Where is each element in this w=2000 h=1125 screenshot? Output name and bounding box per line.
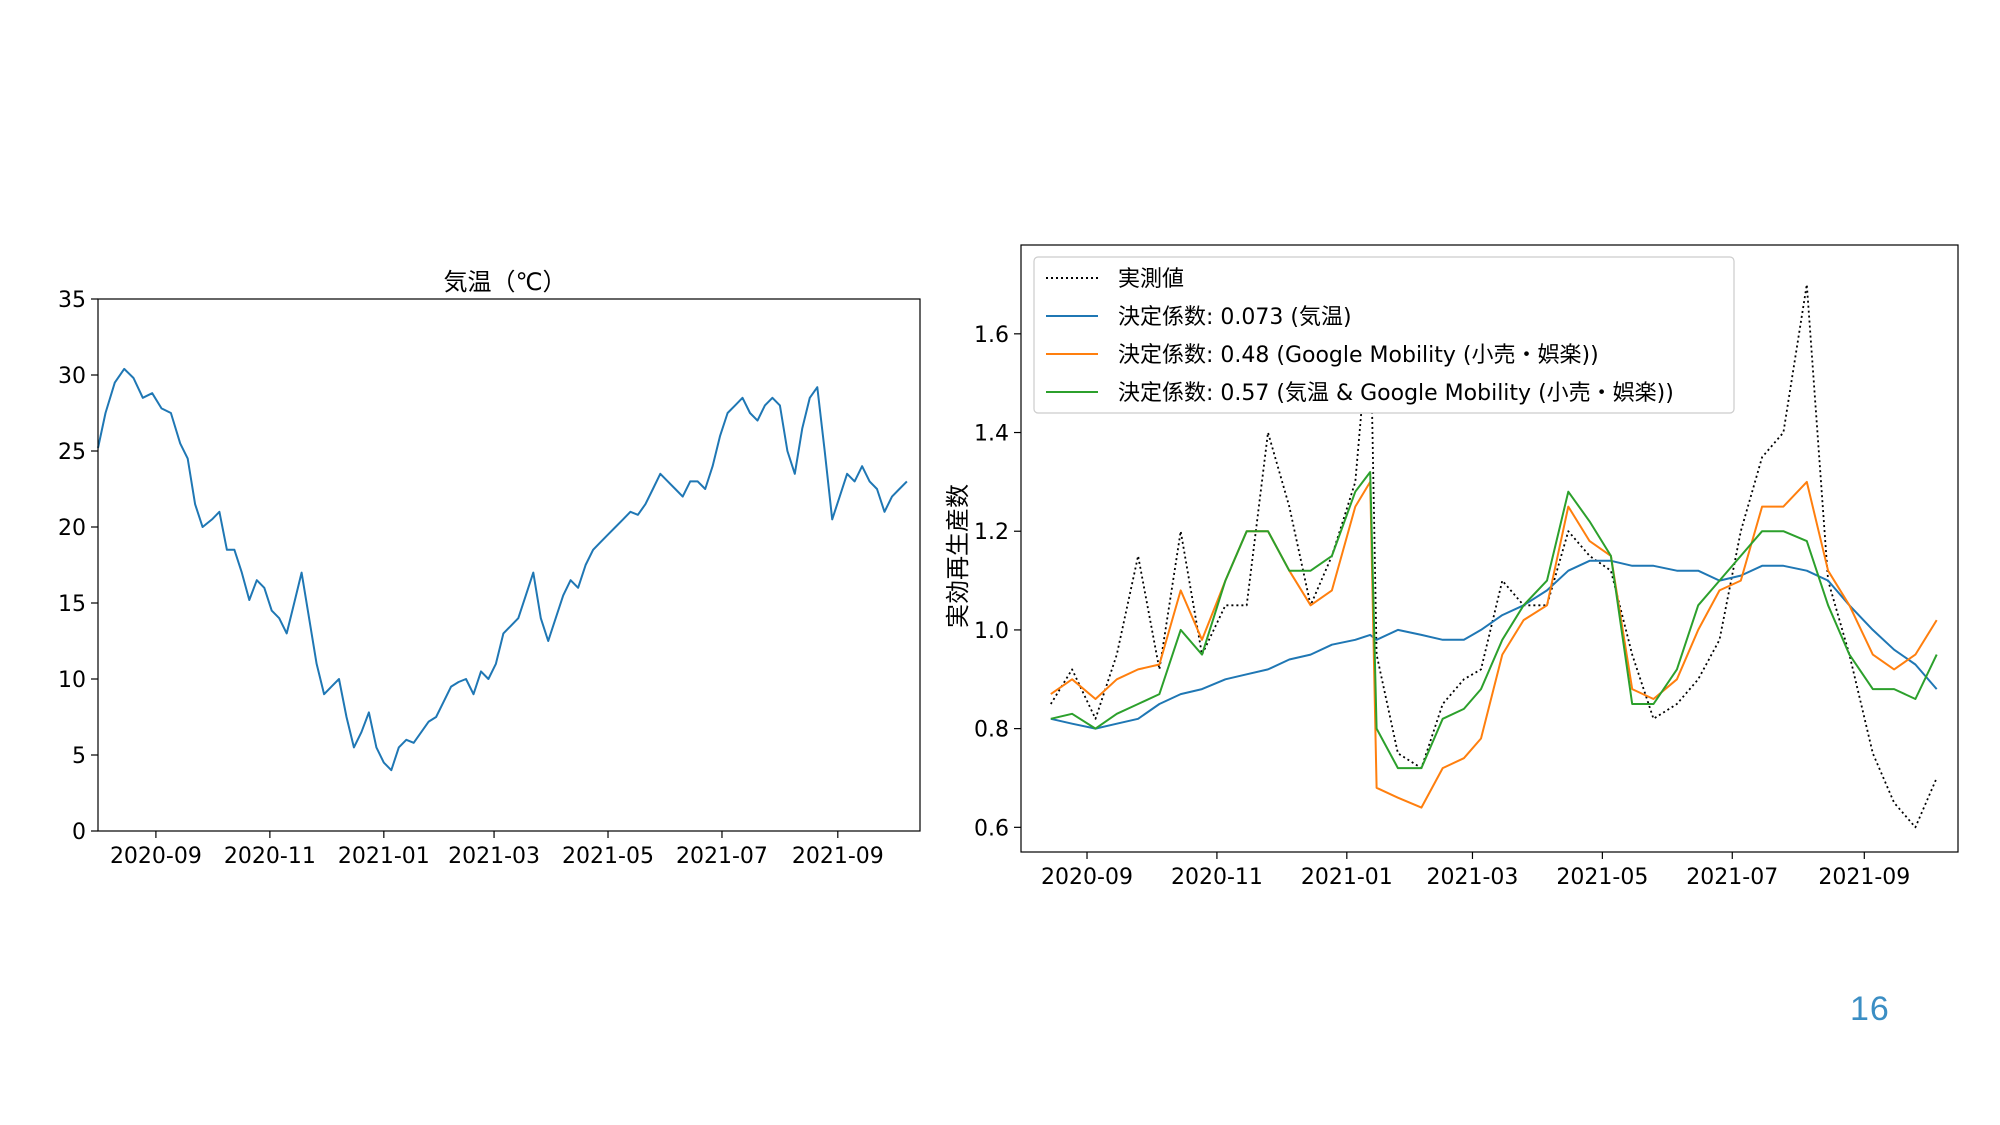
x-tick-label: 2021-07 bbox=[1686, 865, 1778, 890]
axis-ticks: 2020-09 2020-11 2021-01 2021-03 2021-05 2021-… bbox=[974, 323, 1910, 890]
plot-frame bbox=[1020, 244, 1959, 853]
axis-ticks: 2020-09 2020-11 2021-01 2021-03 2021-05 2021-… bbox=[58, 288, 884, 869]
x-tick-label: 2021-05 bbox=[562, 844, 654, 869]
y-tick-label: 25 bbox=[58, 440, 86, 465]
x-tick-label: 2021-09 bbox=[1818, 865, 1910, 890]
y-tick-label: 10 bbox=[58, 668, 86, 693]
temperature-chart: 気温（℃） 2020-09 2020-11 2021-01 2021-03 2021-0… bbox=[58, 268, 921, 869]
y-tick-label: 0.6 bbox=[974, 816, 1009, 841]
y-tick-label: 20 bbox=[58, 516, 86, 541]
x-tick-label: 2020-11 bbox=[224, 844, 316, 869]
legend-label-2: 決定係数: 0.48 (Google Mobility (小売・娯楽)) bbox=[1118, 343, 1599, 368]
x-tick-label: 2021-03 bbox=[1427, 865, 1519, 890]
plot-frame bbox=[97, 298, 921, 832]
x-tick-label: 2021-09 bbox=[792, 844, 884, 869]
plot-lines bbox=[1050, 283, 1938, 829]
y-tick-label: 1.2 bbox=[974, 520, 1009, 545]
y-tick-label: 5 bbox=[72, 744, 86, 769]
page-number: 16 bbox=[1850, 990, 1890, 1028]
x-tick-label: 2021-07 bbox=[676, 844, 768, 869]
chart-title: 気温（℃） bbox=[444, 268, 567, 296]
series-line-0 bbox=[1050, 283, 1938, 829]
y-tick-label: 0.8 bbox=[974, 718, 1009, 743]
legend-label-1: 決定係数: 0.073 (気温) bbox=[1118, 305, 1352, 330]
series-line-0 bbox=[97, 367, 908, 772]
y-tick-label: 1.0 bbox=[974, 619, 1009, 644]
series-line-2 bbox=[1050, 480, 1938, 809]
y-tick-label: 1.6 bbox=[974, 323, 1009, 348]
legend-box bbox=[1033, 256, 1735, 414]
x-tick-label: 2021-01 bbox=[1301, 865, 1393, 890]
y-axis-label: 実効再生産数 bbox=[944, 484, 972, 628]
x-tick-label: 2021-05 bbox=[1556, 865, 1648, 890]
legend-label-3: 決定係数: 0.57 (気温 & Google Mobility (小売・娯楽)… bbox=[1118, 381, 1674, 406]
series-line-1 bbox=[1050, 559, 1938, 730]
reproduction-number-chart: 実効再生産数 2020-09 2020-11 2021-01 2021-03 2021-… bbox=[944, 244, 1959, 890]
plot-lines bbox=[97, 367, 908, 772]
y-tick-label: 1.4 bbox=[974, 422, 1009, 447]
x-tick-label: 2021-01 bbox=[338, 844, 430, 869]
x-tick-label: 2020-09 bbox=[110, 844, 202, 869]
y-tick-label: 0 bbox=[72, 820, 86, 845]
x-tick-label: 2021-03 bbox=[448, 844, 540, 869]
series-line-3 bbox=[1050, 471, 1938, 770]
y-tick-label: 30 bbox=[58, 364, 86, 389]
y-tick-label: 15 bbox=[58, 592, 86, 617]
legend-label-0: 実測値 bbox=[1118, 267, 1184, 292]
y-tick-label: 35 bbox=[58, 288, 86, 313]
x-tick-label: 2020-09 bbox=[1041, 865, 1133, 890]
x-tick-label: 2020-11 bbox=[1171, 865, 1263, 890]
